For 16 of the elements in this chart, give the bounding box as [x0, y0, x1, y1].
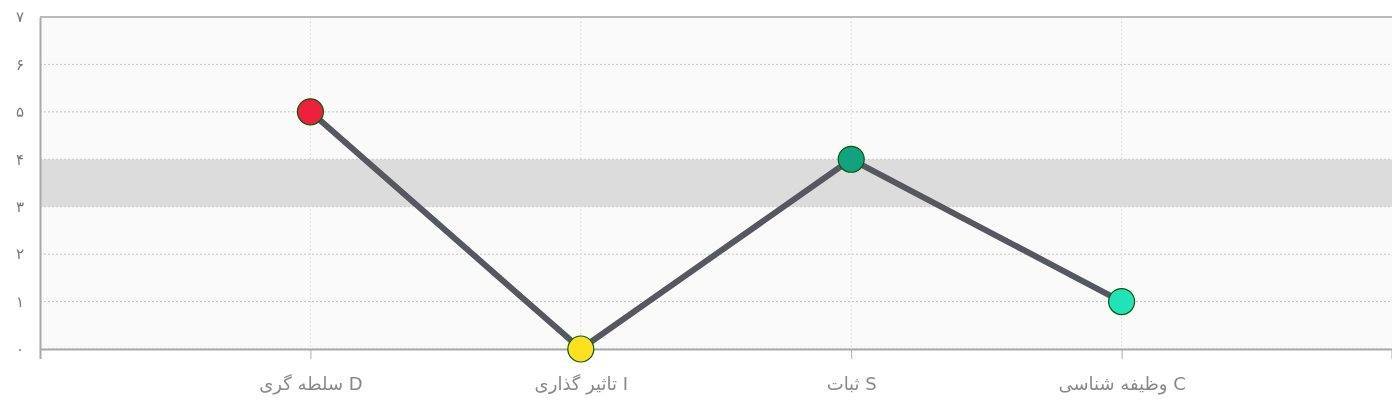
y-tick-label: ۲: [15, 245, 24, 264]
y-tick-label: ۰: [15, 340, 24, 359]
point: [296, 98, 324, 126]
x-tick-label: تاثیر گذاری I: [534, 372, 629, 395]
point: [837, 145, 865, 173]
y-tick-label: ۳: [15, 198, 24, 217]
y-tick-label: ۱: [15, 292, 24, 311]
y-tick-label: ۴: [15, 150, 24, 169]
y-tick-label: ۵: [15, 103, 24, 122]
y-tick-label: ۷: [15, 8, 24, 27]
x-tick-label: سلطه گری D: [259, 372, 363, 395]
point: [567, 335, 595, 363]
x-tick-label: ثبات S: [826, 372, 877, 394]
point: [1108, 288, 1136, 316]
y-tick-label: ۶: [15, 55, 24, 74]
x-tick-label: وظیفه شناسی C: [1058, 372, 1186, 395]
